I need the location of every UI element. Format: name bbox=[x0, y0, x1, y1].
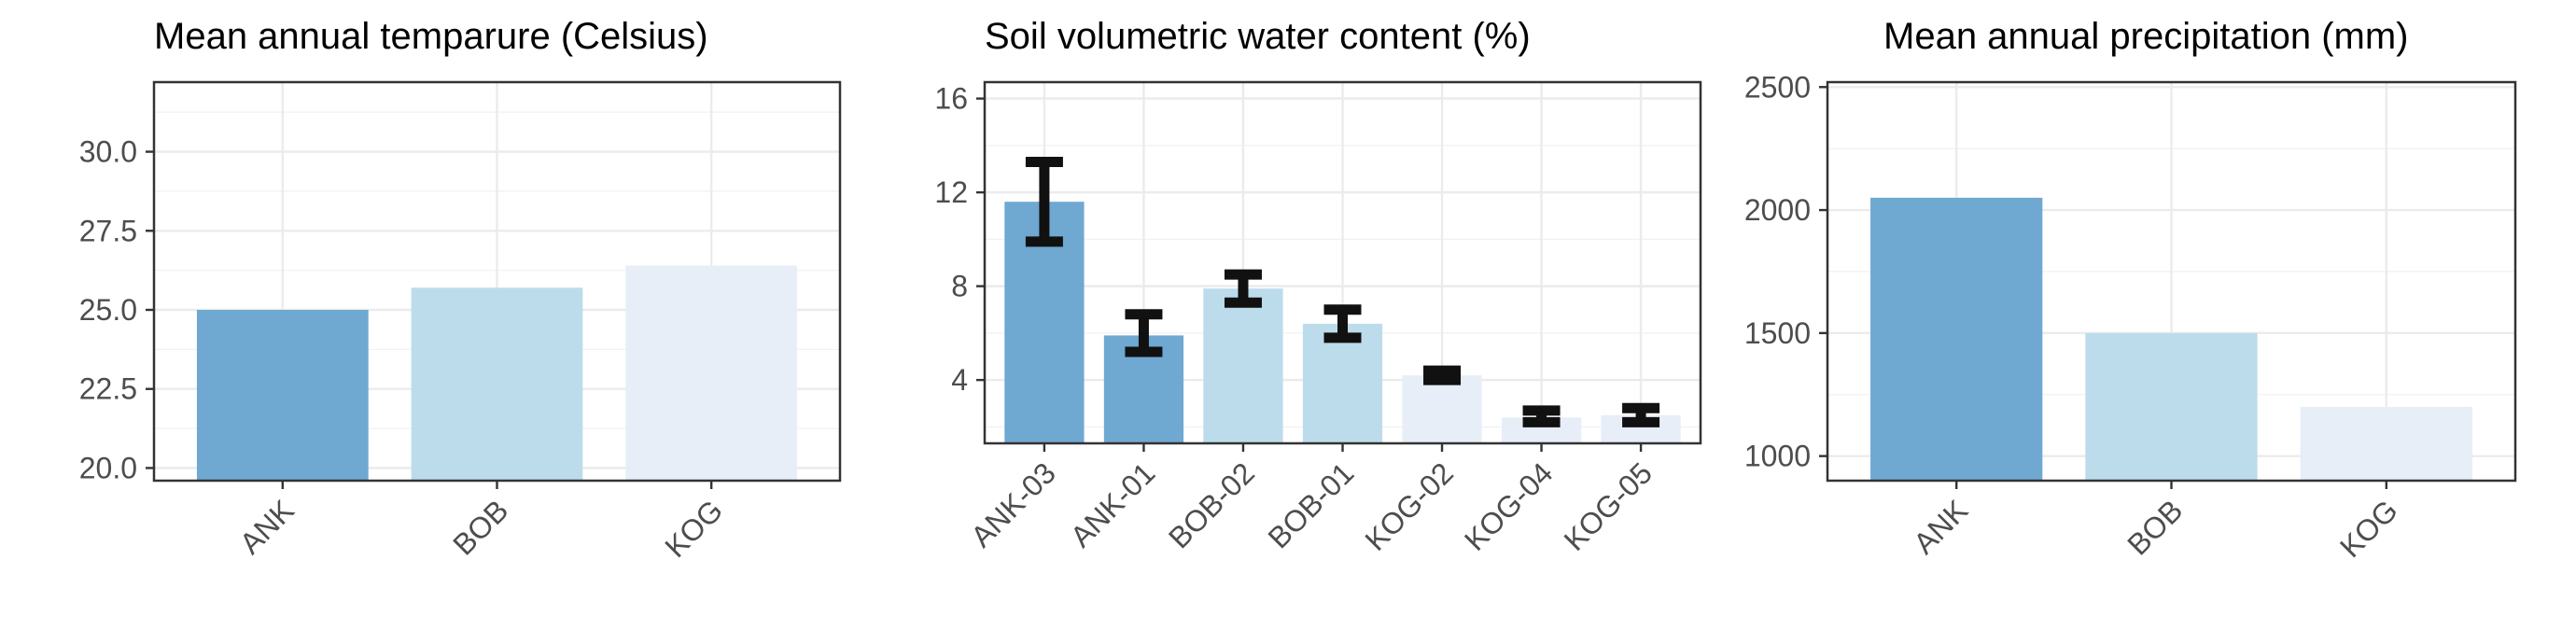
x-tick-label: ANK-01 bbox=[1064, 455, 1162, 553]
x-tick-label: BOB bbox=[446, 493, 514, 561]
x-tick-label: ANK bbox=[233, 493, 301, 560]
x-tick-label: BOB-01 bbox=[1262, 455, 1361, 554]
bar-kog bbox=[625, 265, 798, 481]
error-bar-kog-04 bbox=[1522, 405, 1561, 427]
y-tick-label: 25.0 bbox=[79, 293, 137, 327]
bar-ank bbox=[1870, 197, 2043, 481]
x-tick-label: KOG-02 bbox=[1359, 455, 1460, 556]
x-tick-label: KOG-04 bbox=[1458, 455, 1559, 556]
y-tick-label: 16 bbox=[934, 82, 968, 116]
bar-bob bbox=[2085, 332, 2258, 481]
bar-bob bbox=[411, 287, 583, 481]
y-tick-label: 2500 bbox=[1744, 70, 1811, 104]
error-bar-kog-02 bbox=[1423, 365, 1462, 385]
error-bar-ank-01 bbox=[1125, 309, 1163, 357]
y-tick-label: 8 bbox=[951, 270, 968, 303]
y-tick-label: 30.0 bbox=[79, 135, 137, 169]
y-tick-label: 27.5 bbox=[79, 214, 137, 247]
error-bar-kog-05 bbox=[1622, 402, 1660, 427]
error-bar-ank-03 bbox=[1025, 156, 1063, 247]
chart-panel-2: Soil volumetric water content (%) 4 8 12 16 A… bbox=[934, 16, 1702, 557]
chart-title: Mean annual temparure (Celsius) bbox=[154, 16, 708, 57]
bar-bob-02 bbox=[1203, 288, 1283, 443]
y-tick-label: 1000 bbox=[1744, 440, 1811, 473]
x-tick-label: BOB-02 bbox=[1162, 455, 1261, 554]
bar-kog-02 bbox=[1402, 375, 1482, 443]
x-tick-label: ANK-03 bbox=[964, 455, 1062, 553]
chart-title: Soil volumetric water content (%) bbox=[985, 16, 1531, 57]
chart-title: Mean annual precipitation (mm) bbox=[1883, 16, 2408, 57]
bar-kog bbox=[2300, 406, 2472, 481]
x-tick-label: KOG bbox=[2333, 493, 2404, 564]
y-tick-label: 20.0 bbox=[79, 451, 137, 484]
x-tick-label: KOG bbox=[658, 493, 729, 564]
chart-panel-1: Mean annual temparure (Celsius) 20.0 22.5 2… bbox=[79, 16, 842, 564]
y-tick-label: 12 bbox=[934, 175, 968, 209]
error-bar-bob-01 bbox=[1323, 304, 1362, 343]
x-tick-label: ANK bbox=[1907, 493, 1974, 560]
x-tick-label: BOB bbox=[2121, 493, 2189, 561]
x-tick-label: KOG-05 bbox=[1558, 455, 1659, 556]
y-tick-label: 2000 bbox=[1744, 193, 1811, 227]
y-tick-label: 4 bbox=[951, 363, 968, 397]
y-tick-label: 1500 bbox=[1744, 316, 1811, 350]
bar-ank bbox=[196, 310, 369, 481]
y-tick-label: 22.5 bbox=[79, 372, 137, 406]
error-bar-bob-02 bbox=[1224, 269, 1262, 308]
chart-panel-3: Mean annual precipitation (mm) 1000 1500 20… bbox=[1744, 16, 2517, 564]
bar-bob-01 bbox=[1302, 323, 1383, 443]
